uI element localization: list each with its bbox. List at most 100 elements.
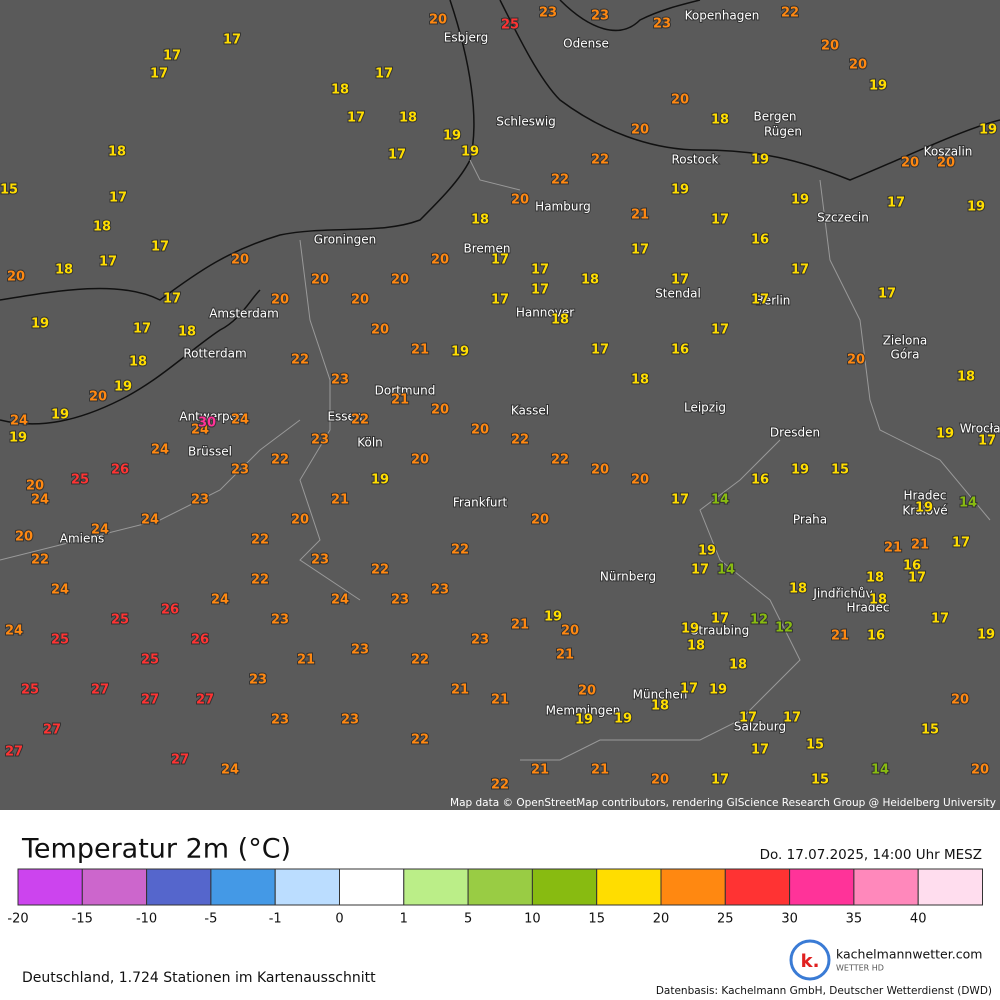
city-label: Králové: [902, 504, 947, 518]
station-value: 18: [651, 699, 669, 714]
station-value: 23: [391, 593, 409, 608]
station-value: 20: [7, 270, 25, 285]
station-value: 20: [951, 693, 969, 708]
station-value: 17: [878, 287, 896, 302]
station-value: 19: [371, 473, 389, 488]
station-value: 17: [163, 49, 181, 64]
station-value: 19: [681, 622, 699, 637]
station-value: 15: [0, 183, 18, 198]
scale-tick-label: 5: [464, 912, 472, 927]
station-value: 20: [431, 403, 449, 418]
station-value: 15: [811, 773, 829, 788]
station-value: 19: [709, 683, 727, 698]
city-label: Leipzig: [684, 401, 726, 415]
station-value: 19: [31, 317, 49, 332]
brand: kachelmannwetter.com: [836, 947, 982, 962]
city-label: Bremen: [464, 242, 511, 256]
station-value: 20: [651, 773, 669, 788]
station-value: 17: [931, 612, 949, 627]
city-label: Amiens: [60, 532, 104, 546]
station-value: 20: [15, 530, 33, 545]
station-value: 16: [671, 343, 689, 358]
station-value: 20: [26, 479, 44, 494]
city-label: Dresden: [770, 426, 820, 440]
station-value: 26: [191, 633, 209, 648]
station-value: 17: [711, 612, 729, 627]
station-value: 22: [411, 733, 429, 748]
station-value: 14: [871, 763, 889, 778]
station-value: 15: [921, 723, 939, 738]
city-label: Rügen: [764, 125, 802, 139]
city-label: Szczecin: [817, 211, 869, 225]
station-value: 22: [251, 573, 269, 588]
station-value: 23: [191, 493, 209, 508]
station-value: 15: [831, 463, 849, 478]
scale-tick-label: 1: [400, 912, 408, 927]
station-value: 19: [451, 345, 469, 360]
borders: [0, 159, 991, 761]
station-value: 17: [99, 255, 117, 270]
station-value: 19: [575, 713, 593, 728]
station-value: 23: [539, 6, 557, 21]
scale-box: [146, 868, 212, 906]
station-value: 23: [341, 713, 359, 728]
scale-tick-label: 15: [588, 912, 605, 927]
station-value: 22: [371, 563, 389, 578]
station-value: 23: [311, 433, 329, 448]
station-value: 18: [178, 325, 196, 340]
logo: [789, 939, 831, 981]
city-label: Schleswig: [496, 115, 556, 129]
station-value: 17: [591, 343, 609, 358]
legend-title: Temperatur 2m (°C): [21, 834, 291, 865]
station-value: 20: [971, 763, 989, 778]
station-value: 17: [671, 493, 689, 508]
station-value: 15: [806, 738, 824, 753]
station-value: 26: [161, 603, 179, 618]
timestamp: Do. 17.07.2025, 14:00 Uhr MESZ: [760, 847, 982, 863]
station-value: 27: [43, 723, 61, 738]
station-value: 19: [915, 501, 933, 516]
station-value: 25: [21, 683, 39, 698]
station-value: 20: [291, 513, 309, 528]
station-value: 21: [911, 538, 929, 553]
station-value: 20: [591, 463, 609, 478]
city-label: Brüssel: [188, 445, 232, 459]
city-label: Hradec: [904, 489, 947, 503]
station-value: 25: [71, 473, 89, 488]
station-value: 20: [431, 253, 449, 268]
scale-tick-label: 35: [846, 912, 863, 927]
station-value: 19: [967, 200, 985, 215]
station-value: 21: [884, 541, 902, 556]
station-value: 21: [491, 693, 509, 708]
scale-box: [531, 868, 598, 906]
station-value: 17: [952, 536, 970, 551]
city-label: Bergen: [754, 110, 797, 124]
city-label: Jindřichův: [812, 587, 872, 601]
scale-tick-label: 25: [717, 912, 734, 927]
station-value: 16: [903, 559, 921, 574]
coastlines: [0, 0, 1000, 425]
station-value: 22: [411, 653, 429, 668]
station-value: 24: [10, 414, 28, 429]
scale-box: [403, 868, 469, 906]
station-value: 22: [511, 433, 529, 448]
station-value: 17: [491, 293, 509, 308]
station-value: 19: [936, 427, 954, 442]
station-value: 27: [196, 693, 214, 708]
station-value: 18: [55, 263, 73, 278]
station-value: 21: [331, 493, 349, 508]
station-value: 18: [866, 571, 884, 586]
station-value: 17: [783, 711, 801, 726]
city-label: Köln: [357, 436, 383, 450]
logo-letter: k.: [801, 951, 820, 972]
station-value: 20: [901, 156, 919, 171]
station-value: 24: [331, 593, 349, 608]
station-value: 22: [31, 553, 49, 568]
station-value: 18: [687, 639, 705, 654]
station-value: 20: [271, 293, 289, 308]
station-value: 20: [429, 13, 447, 28]
station-value: 17: [375, 67, 393, 82]
station-value: 19: [51, 408, 69, 423]
station-value: 20: [847, 353, 865, 368]
